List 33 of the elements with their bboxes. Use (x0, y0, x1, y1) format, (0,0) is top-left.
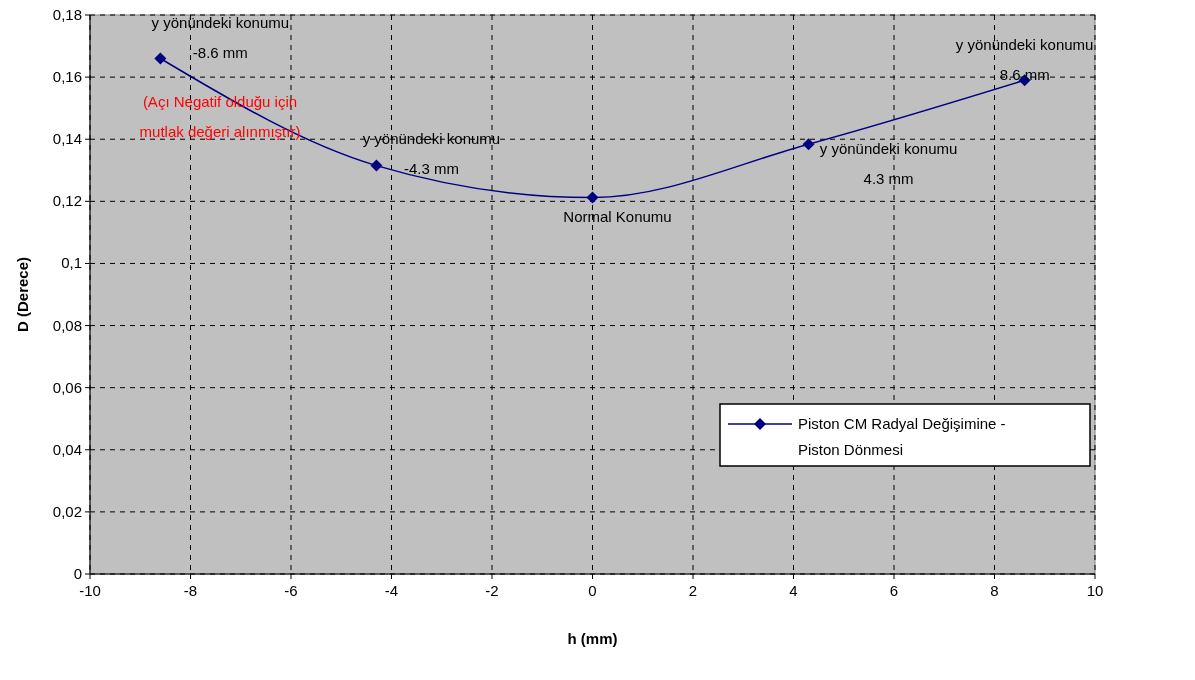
y-tick-label: 0,04 (52, 440, 82, 458)
legend-label: Piston CM Radyal Değişimine - Piston Dönmesi (798, 415, 1006, 458)
x-tick-label: -6 (284, 582, 298, 599)
x-tick-label: -8 (183, 582, 198, 599)
y-tick-label: 0,02 (52, 502, 82, 520)
y-tick-label: 0,16 (52, 68, 82, 86)
x-tick-label: 6 (889, 582, 899, 599)
annotation: y yönündeki konumu -8.6 mm (151, 14, 290, 62)
annotation: y yönündeki konumu 8.6 mm (955, 36, 1094, 84)
point (370, 159, 383, 172)
annotation: Normal Konumu (563, 207, 672, 225)
y-tick-label: 0,08 (52, 316, 82, 334)
x-axis-title: h (mm) (567, 630, 618, 647)
annotation: y yönündeki konumu 4.3 mm (819, 140, 958, 188)
y-axis-title: D (Derece) (14, 256, 31, 333)
x-tick-label: 0 (588, 582, 597, 599)
y-tick-label: 0,1 (61, 254, 82, 272)
point (802, 138, 815, 151)
x-tick-label: 8 (990, 582, 999, 599)
y-tick-label: 0,12 (52, 192, 82, 210)
x-tick-label: -10 (79, 582, 101, 599)
x-tick-label: 2 (688, 582, 698, 599)
annotation: y yönündeki konumu -4.3 mm (362, 129, 501, 177)
x-tick-label: -2 (485, 582, 499, 599)
point (154, 52, 167, 65)
y-tick-label: 0,18 (52, 6, 82, 23)
x-tick-label: 10 (1086, 582, 1104, 599)
y-tick-label: 0,06 (52, 378, 82, 396)
x-tick-label: -4 (384, 582, 399, 599)
x-tick-label: 4 (789, 582, 798, 599)
y-tick-label: 0 (73, 565, 82, 582)
point (586, 191, 599, 204)
y-tick-label: 0,14 (52, 130, 82, 148)
